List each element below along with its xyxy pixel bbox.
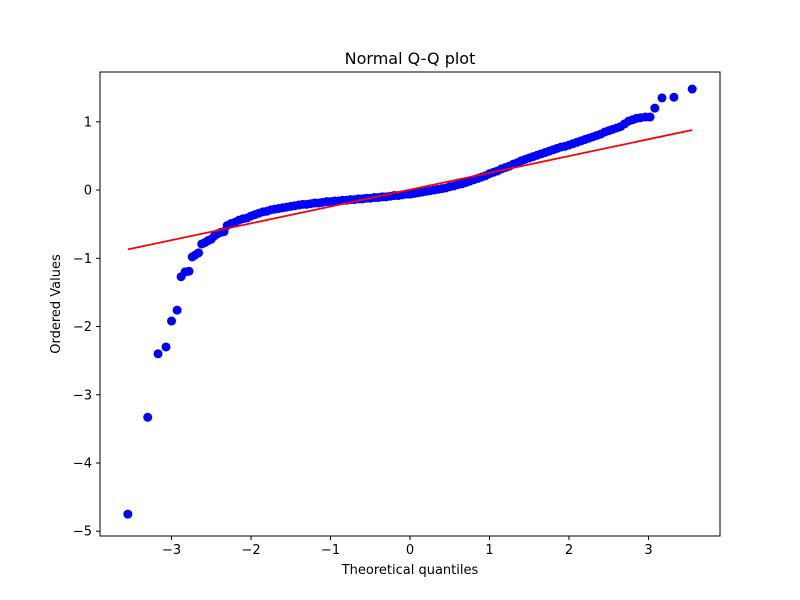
y-tick-label: −1	[73, 252, 92, 267]
data-point	[657, 93, 667, 103]
x-tick-label: 1	[485, 543, 493, 558]
x-tick-label: −3	[162, 543, 181, 558]
data-point	[143, 412, 153, 422]
x-tick-label: 0	[406, 543, 414, 558]
y-tick-label: 0	[84, 184, 92, 199]
data-point	[650, 103, 660, 113]
data-point	[161, 342, 171, 352]
y-axis-label: Ordered Values	[49, 254, 64, 354]
data-point	[645, 112, 655, 122]
chart-title: Normal Q-Q plot	[345, 49, 476, 68]
x-tick-label: −2	[241, 543, 260, 558]
x-tick-label: 3	[644, 543, 652, 558]
y-tick-label: −3	[73, 388, 92, 403]
data-point	[184, 266, 194, 276]
fit-line-layer	[127, 129, 693, 251]
data-point	[669, 92, 679, 102]
plot-area	[123, 84, 697, 519]
data-point	[153, 349, 163, 359]
data-point	[167, 316, 177, 326]
y-axis-ticks: 1 0 −1 −2 −3 −4 −5	[73, 115, 100, 540]
y-tick-label: −2	[73, 320, 92, 335]
x-axis-label: Theoretical quantiles	[341, 563, 479, 578]
data-point	[687, 84, 697, 94]
y-tick-label: 1	[84, 115, 92, 130]
x-tick-label: 2	[565, 543, 573, 558]
x-tick-label: −1	[321, 543, 340, 558]
fit-line	[127, 129, 693, 251]
y-tick-label: −5	[73, 525, 92, 540]
data-point	[194, 248, 204, 258]
data-point	[123, 509, 133, 519]
data-point	[172, 305, 182, 315]
y-tick-label: −4	[73, 456, 92, 471]
data-points	[123, 84, 697, 519]
x-axis-ticks: −3 −2 −1 0 1 2 3	[162, 536, 653, 558]
